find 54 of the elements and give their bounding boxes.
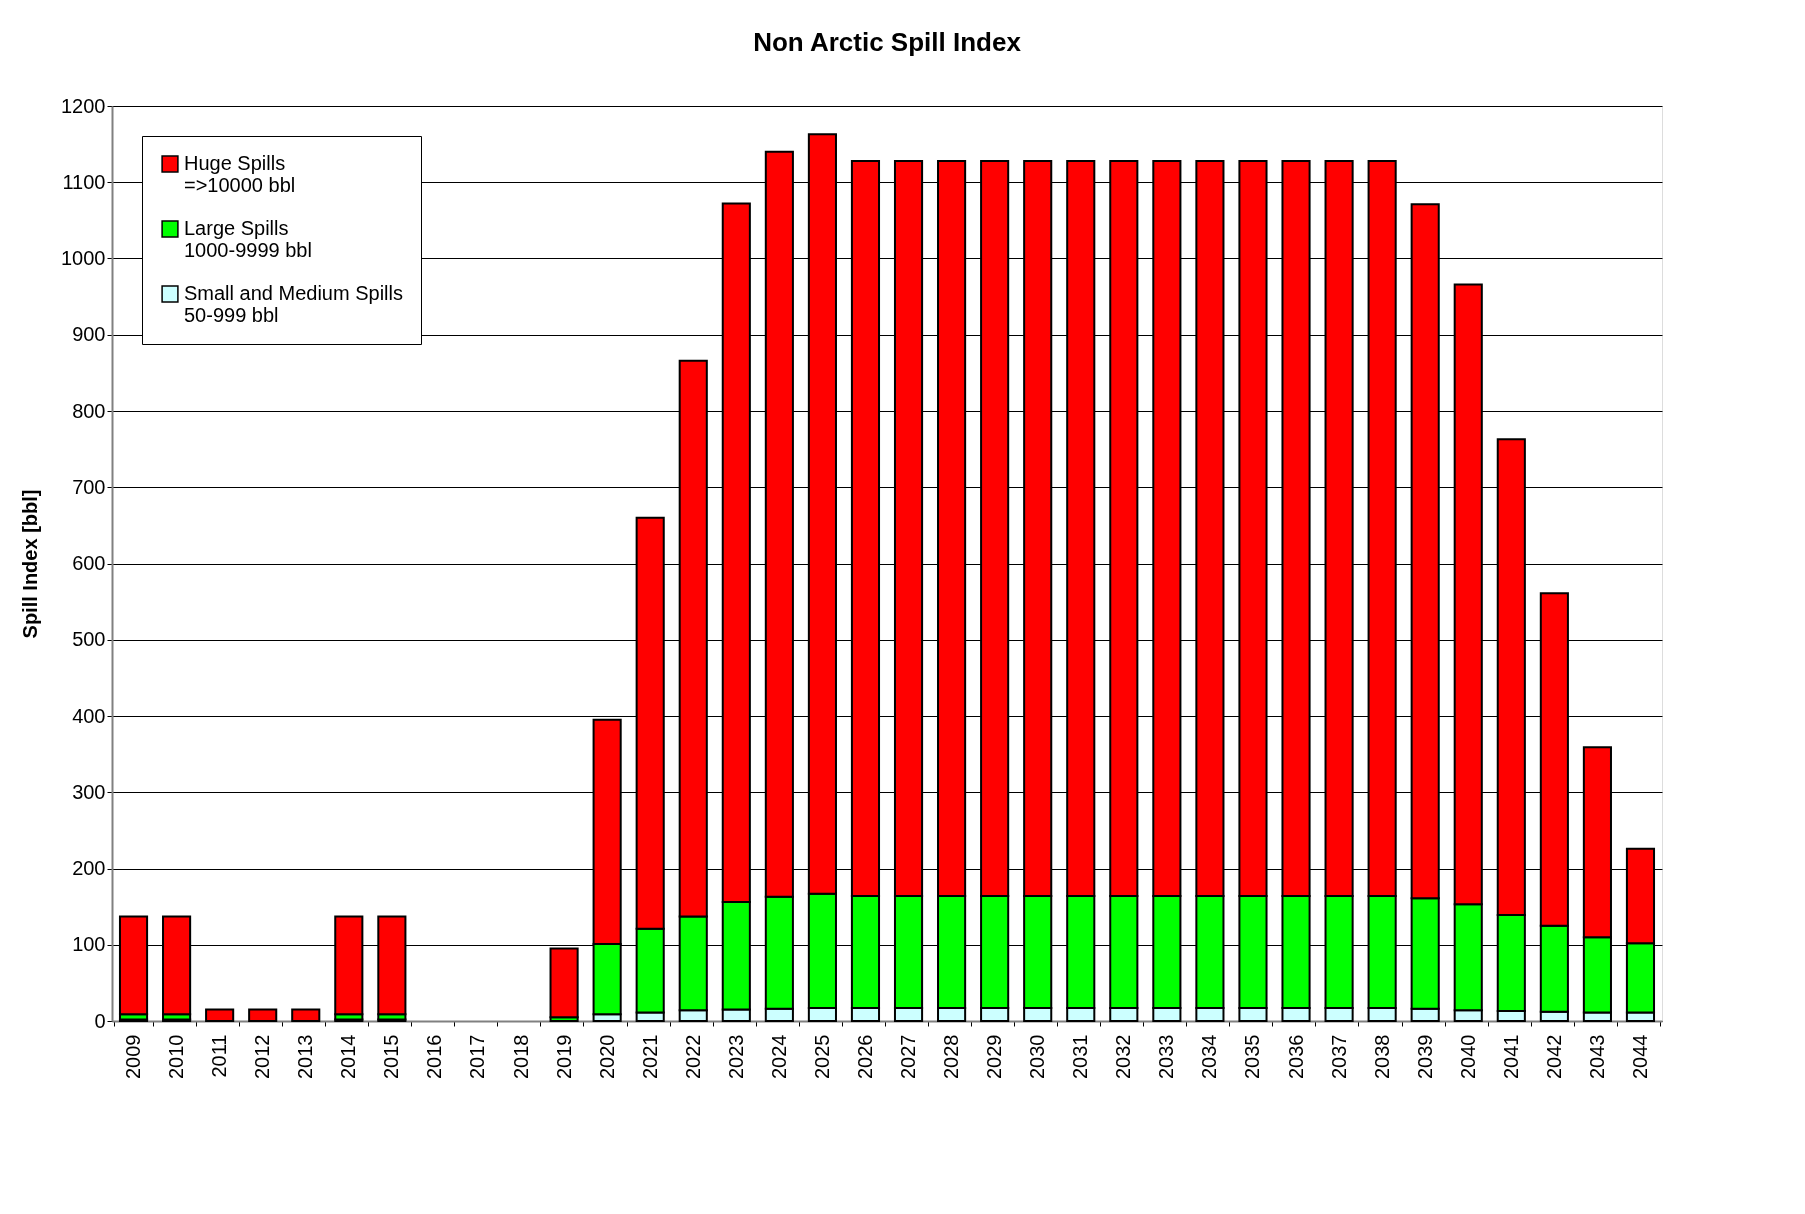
x-tick-label: 2030 [1026,1034,1049,1079]
x-tick-label: 2023 [724,1034,747,1079]
x-tick-label: 2040 [1456,1034,1479,1079]
y-tick-label: 600 [72,552,106,574]
x-tick-label: 2011 [208,1034,231,1078]
x-tick-label: 2025 [810,1034,833,1079]
x-tick-label: 2039 [1413,1034,1436,1079]
y-tick-label: 100 [72,933,106,956]
y-tick-label: 1000 [61,247,106,269]
legend-label: Huge Spills =>10000 bbl [184,152,296,196]
y-tick-label: 500 [72,628,106,651]
x-tick-label: 2029 [983,1034,1006,1079]
legend-label: Small and Medium Spills 50-999 bbl [184,282,403,326]
x-tick-label: 2034 [1198,1034,1221,1079]
x-tick-label: 2009 [122,1034,145,1079]
y-tick-label: 1100 [62,170,106,193]
x-tick-label: 2017 [466,1034,489,1079]
y-axis-title: Spill Index [bbl] [19,489,42,639]
x-tick-label: 2016 [423,1034,446,1079]
x-tick-label: 2024 [767,1034,790,1079]
y-tick-label: 0 [94,1009,106,1032]
x-tick-label: 2033 [1155,1034,1178,1079]
x-tick-label: 2028 [940,1034,963,1079]
x-tick-label: 2038 [1370,1034,1393,1079]
x-tick-label: 2041 [1499,1034,1522,1079]
x-tick-label: 2031 [1069,1034,1092,1079]
y-tick-label: 300 [72,780,106,803]
x-tick-label: 2012 [251,1034,274,1079]
x-tick-label: 2036 [1284,1034,1307,1079]
x-tick-label: 2014 [337,1034,360,1079]
x-tick-label: 2018 [509,1034,532,1079]
x-tick-label: 2021 [638,1034,661,1079]
x-tick-label: 2015 [380,1034,403,1079]
x-tick-label: 2010 [165,1034,188,1079]
x-tick-label: 2042 [1542,1034,1565,1079]
x-tick-label: 2044 [1628,1034,1651,1079]
x-tick-label: 2019 [552,1034,575,1079]
y-tick-label: 900 [72,323,106,346]
x-tick-label: 2037 [1327,1034,1350,1079]
legend-label: Large Spills 1000-9999 bbl [184,217,312,261]
y-tick-label: 200 [72,857,106,879]
x-tick-label: 2013 [294,1034,317,1079]
y-tick-label: 400 [72,704,106,727]
y-tick-label: 700 [72,475,106,498]
y-tick-label: 1200 [61,94,106,117]
x-tick-label: 2022 [681,1034,704,1079]
x-tick-label: 2026 [853,1034,876,1079]
chart-title: Non Arctic Spill Index [753,27,1022,57]
x-tick-label: 2043 [1585,1034,1608,1079]
y-tick-label: 800 [72,399,106,422]
x-tick-label: 2020 [595,1034,618,1079]
x-tick-label: 2035 [1241,1034,1264,1079]
x-tick-label: 2027 [897,1034,920,1079]
x-tick-label: 2032 [1112,1034,1135,1079]
